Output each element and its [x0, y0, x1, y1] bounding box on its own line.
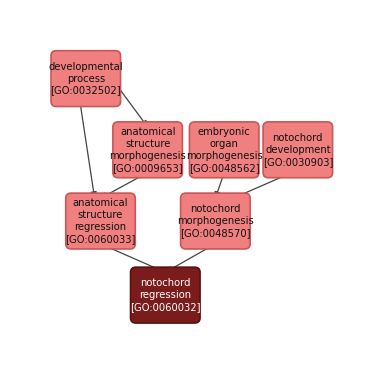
FancyBboxPatch shape — [51, 51, 120, 107]
Text: embryonic
organ
morphogenesis
[GO:0048562]: embryonic organ morphogenesis [GO:004856… — [186, 127, 263, 173]
Text: anatomical
structure
morphogenesis
[GO:0009653]: anatomical structure morphogenesis [GO:0… — [109, 127, 186, 173]
FancyBboxPatch shape — [66, 193, 135, 249]
Text: notochord
morphogenesis
[GO:0048570]: notochord morphogenesis [GO:0048570] — [177, 204, 254, 238]
FancyBboxPatch shape — [113, 122, 182, 178]
Text: anatomical
structure
regression
[GO:0060033]: anatomical structure regression [GO:0060… — [65, 198, 136, 244]
Text: notochord
development
[GO:0030903]: notochord development [GO:0030903] — [263, 133, 333, 167]
FancyBboxPatch shape — [190, 122, 259, 178]
FancyBboxPatch shape — [180, 193, 250, 249]
FancyBboxPatch shape — [263, 122, 332, 178]
Text: developmental
process
[GO:0032502]: developmental process [GO:0032502] — [49, 61, 123, 95]
Text: notochord
regression
[GO:0060032]: notochord regression [GO:0060032] — [130, 278, 201, 312]
FancyBboxPatch shape — [131, 267, 200, 323]
